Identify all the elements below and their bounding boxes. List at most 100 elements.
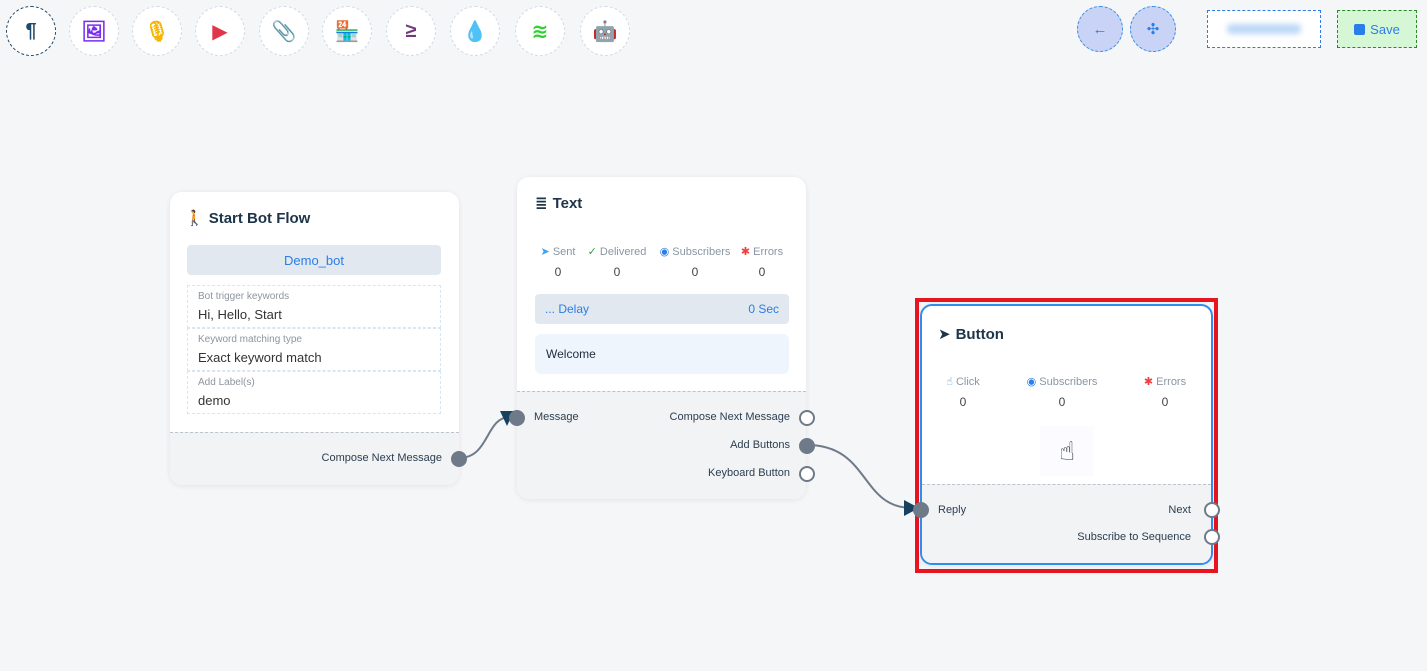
node-footer: Compose Next Message (170, 432, 467, 485)
robot-icon: 🤖 (592, 20, 618, 43)
tool-greater-equal[interactable]: ≥ (386, 6, 436, 56)
stat-label: Errors (1156, 376, 1187, 388)
subscribers-icon: ◉ (659, 246, 670, 258)
blurred-account-name (1227, 24, 1301, 34)
field-value: Exact keyword match (198, 350, 322, 365)
account-selector[interactable] (1207, 10, 1321, 48)
stat-value: 0 (691, 265, 699, 279)
back-button[interactable]: ← (1077, 6, 1123, 52)
edge-text-to-button (806, 444, 913, 509)
tool-youtube[interactable]: ▶ (195, 6, 245, 56)
click-icon: ☝ (946, 376, 953, 388)
field-label: Bot trigger keywords (198, 291, 290, 302)
output-port-compose[interactable] (799, 410, 815, 426)
edge-start-to-text (458, 416, 511, 459)
bot-name: Demo_bot (187, 245, 441, 275)
sent-icon: ➤ (540, 246, 550, 258)
labels-field[interactable]: Add Label(s) demo (187, 371, 441, 414)
stat-sent: ➤ Sent 0 (513, 245, 603, 279)
delay-label: ... Delay (545, 302, 590, 316)
button-node[interactable]: ➤ Button ☝ Click 0 ◉ Subscribers 0 ✱ Errors 0 … (913, 304, 1220, 565)
errors-icon: ✱ (740, 246, 751, 258)
lines-icon: ≣ (535, 195, 548, 212)
paragraph-icon: ¶ (25, 19, 37, 42)
floppy-disk-icon (1354, 23, 1366, 35)
tool-paperclip[interactable]: 📎 (259, 6, 309, 56)
output-label: Subscribe to Sequence (1077, 531, 1191, 543)
output-port-sequence[interactable] (1204, 529, 1220, 545)
compress-icon: ✣ (1146, 21, 1160, 38)
input-port[interactable] (913, 502, 929, 518)
text-node[interactable]: ≣ Text ➤ Sent 0 ✓ Delivered 0 ◉ Subscribers 0 ✱… (509, 177, 815, 499)
stat-label: Sent (552, 246, 576, 258)
cursor-icon: ➤ (938, 326, 951, 343)
stat-label: Subscribers (1039, 376, 1098, 388)
tool-drop[interactable]: 💧 (450, 6, 500, 56)
collapse-button[interactable]: ✣ (1130, 6, 1176, 52)
node-title: Start Bot Flow (208, 209, 311, 227)
stat-subscribers: ◉ Subscribers 0 (1017, 375, 1107, 409)
stat-label: Delivered (599, 246, 647, 258)
stat-errors: ✱ Errors 0 (1120, 375, 1210, 409)
trigger-keywords-field[interactable]: Bot trigger keywords Hi, Hello, Start (187, 285, 441, 328)
output-label: Keyboard Button (708, 467, 790, 479)
walking-icon: 🚶 (185, 210, 204, 227)
start-bot-flow-node[interactable]: 🚶 Start Bot Flow Demo_bot Bot trigger key… (170, 192, 467, 485)
tool-robot[interactable]: 🤖 (580, 6, 630, 56)
microphone-icon: 🎙 (144, 20, 170, 43)
output-port[interactable] (451, 451, 467, 467)
greater-equal-icon: ≥ (405, 19, 417, 42)
image-icon: 🖼 (81, 20, 107, 43)
selection-highlight (915, 298, 1218, 573)
stat-label: Errors (753, 246, 784, 258)
tool-store[interactable]: 🏪 (322, 6, 372, 56)
stat-click: ☝ Click 0 (918, 375, 1008, 409)
tool-microphone[interactable]: 🎙 (132, 6, 182, 56)
tool-stack[interactable]: ≋ (515, 6, 565, 56)
stat-value: 0 (613, 265, 621, 279)
stat-subscribers: ◉ Subscribers 0 (650, 245, 740, 279)
field-label: Keyword matching type (198, 334, 302, 345)
node-footer: Reply Next Subscribe to Sequence (913, 484, 1220, 563)
input-label: Reply (938, 504, 967, 516)
output-label: Compose Next Message (321, 452, 442, 464)
save-button[interactable]: Save (1337, 10, 1417, 48)
output-port-keyboard[interactable] (799, 466, 815, 482)
field-value: demo (198, 393, 231, 408)
delay-bar[interactable]: ... Delay 0 Sec (535, 294, 789, 324)
output-port-next[interactable] (1204, 502, 1220, 518)
field-label: Add Label(s) (198, 377, 255, 388)
output-label: Add Buttons (730, 439, 790, 451)
input-label: Message (534, 411, 579, 423)
store-icon: 🏪 (334, 20, 360, 43)
stat-delivered: ✓ Delivered 0 (572, 245, 662, 279)
errors-icon: ✱ (1143, 376, 1154, 388)
message-preview[interactable]: Welcome (535, 334, 789, 374)
stack-icon: ≋ (531, 20, 549, 43)
edge-arrowhead (904, 500, 919, 516)
delay-value: 0 Sec (748, 302, 779, 316)
hand-pointer-icon: ☝ (1040, 426, 1094, 476)
stat-value: 0 (1058, 395, 1066, 409)
subscribers-icon: ◉ (1026, 376, 1037, 388)
stat-errors: ✱ Errors 0 (717, 245, 807, 279)
youtube-icon: ▶ (212, 20, 228, 43)
stat-label: Subscribers (672, 246, 731, 258)
field-value: Hi, Hello, Start (198, 307, 282, 322)
drop-icon: 💧 (462, 20, 488, 43)
matching-type-field[interactable]: Keyword matching type Exact keyword match (187, 328, 441, 371)
output-label: Next (1168, 504, 1191, 516)
tool-image[interactable]: 🖼 (69, 6, 119, 56)
node-footer: Message Compose Next Message Add Buttons… (509, 391, 815, 499)
stat-value: 0 (959, 395, 967, 409)
input-port[interactable] (509, 410, 525, 426)
stat-value: 0 (1161, 395, 1169, 409)
stat-label: Click (955, 376, 980, 388)
stat-value: 0 (554, 265, 562, 279)
tool-paragraph[interactable]: ¶ (6, 6, 56, 56)
output-port-buttons[interactable] (799, 438, 815, 454)
node-title: Button (955, 325, 1004, 343)
paperclip-icon: 📎 (271, 20, 297, 43)
delivered-icon: ✓ (587, 246, 597, 258)
